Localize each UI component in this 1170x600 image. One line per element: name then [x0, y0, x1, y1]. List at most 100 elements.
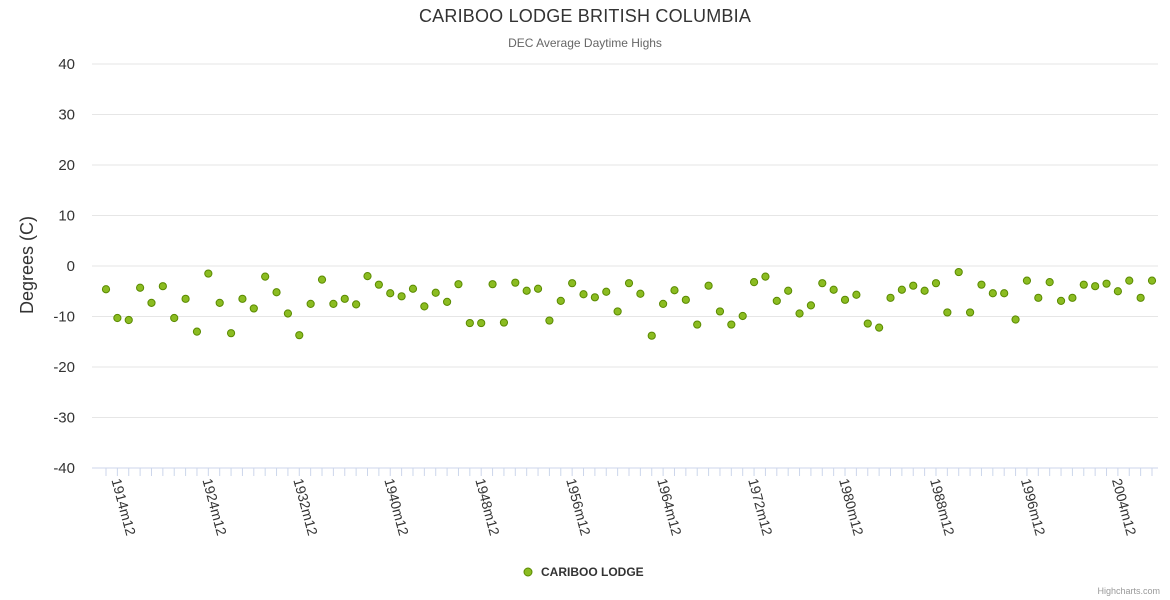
data-point[interactable] — [1091, 282, 1100, 291]
credits-link[interactable]: Highcharts.com — [1097, 586, 1160, 596]
data-point[interactable] — [772, 296, 781, 305]
data-point[interactable] — [113, 313, 122, 323]
data-point[interactable] — [363, 272, 372, 281]
data-point[interactable] — [886, 293, 895, 302]
data-point[interactable] — [624, 279, 634, 288]
data-point[interactable] — [1045, 278, 1054, 287]
data-point[interactable] — [329, 299, 338, 308]
data-point[interactable] — [283, 309, 293, 318]
data-point[interactable] — [454, 280, 463, 289]
data-point[interactable] — [909, 281, 918, 290]
data-point[interactable] — [124, 315, 133, 325]
data-point[interactable] — [1147, 276, 1157, 285]
data-point[interactable] — [920, 286, 929, 295]
data-point[interactable] — [988, 289, 997, 298]
data-point[interactable] — [488, 280, 497, 289]
data-point[interactable] — [340, 294, 349, 303]
data-point[interactable] — [738, 311, 747, 321]
data-point[interactable] — [1068, 293, 1077, 302]
legend[interactable]: CARIBOO LODGE — [523, 565, 644, 579]
data-point[interactable] — [1079, 280, 1088, 289]
data-point[interactable] — [511, 278, 520, 287]
data-point[interactable] — [670, 286, 679, 295]
data-point[interactable] — [852, 290, 861, 299]
data-point[interactable] — [295, 331, 304, 340]
data-point[interactable] — [192, 327, 202, 336]
data-point[interactable] — [215, 298, 224, 307]
data-point[interactable] — [704, 281, 713, 290]
data-point[interactable] — [272, 288, 281, 297]
data-point[interactable] — [943, 308, 952, 317]
data-point[interactable] — [249, 304, 258, 313]
data-point[interactable] — [1034, 293, 1043, 302]
data-point[interactable] — [875, 323, 884, 332]
data-point[interactable] — [761, 272, 770, 281]
data-point[interactable] — [784, 286, 793, 295]
data-point[interactable] — [204, 269, 213, 278]
data-point[interactable] — [977, 280, 986, 289]
data-point[interactable] — [829, 285, 838, 294]
data-point[interactable] — [386, 289, 395, 298]
data-point[interactable] — [431, 288, 440, 297]
legend-label[interactable]: CARIBOO LODGE — [541, 565, 644, 579]
data-point[interactable] — [420, 302, 429, 311]
data-point[interactable] — [727, 320, 736, 329]
data-point[interactable] — [101, 285, 111, 294]
data-point[interactable] — [659, 299, 668, 308]
data-point[interactable] — [795, 309, 804, 318]
data-point[interactable] — [374, 280, 383, 289]
data-point[interactable] — [181, 294, 190, 303]
data-point[interactable] — [170, 313, 179, 323]
data-point[interactable] — [306, 299, 315, 308]
data-point[interactable] — [226, 329, 236, 338]
data-point[interactable] — [806, 301, 816, 310]
data-point[interactable] — [568, 279, 577, 288]
data-point[interactable] — [477, 318, 486, 328]
data-point[interactable] — [1136, 293, 1145, 302]
data-points — [101, 267, 1157, 340]
data-point[interactable] — [317, 275, 327, 284]
data-point[interactable] — [1102, 279, 1111, 288]
data-point[interactable] — [1113, 287, 1122, 296]
data-point[interactable] — [590, 293, 599, 302]
x-tick-label: 1956m12 — [563, 477, 594, 538]
data-point[interactable] — [522, 286, 531, 295]
data-point[interactable] — [352, 300, 361, 309]
data-point[interactable] — [533, 284, 543, 293]
data-point[interactable] — [749, 278, 759, 287]
data-point[interactable] — [261, 272, 270, 281]
data-point[interactable] — [965, 308, 975, 317]
data-point[interactable] — [897, 285, 906, 294]
data-point[interactable] — [613, 307, 622, 316]
data-point[interactable] — [465, 318, 474, 328]
data-point[interactable] — [863, 319, 872, 328]
data-point[interactable] — [818, 279, 827, 288]
data-point[interactable] — [681, 295, 690, 304]
data-point[interactable] — [556, 296, 565, 305]
data-point[interactable] — [602, 287, 611, 296]
data-point[interactable] — [408, 284, 418, 293]
data-point[interactable] — [499, 318, 509, 327]
data-point[interactable] — [1011, 315, 1020, 324]
data-point[interactable] — [136, 283, 145, 292]
data-point[interactable] — [636, 289, 645, 298]
data-point[interactable] — [545, 316, 554, 325]
y-tick-label: -20 — [53, 359, 75, 376]
data-point[interactable] — [397, 292, 406, 301]
data-point[interactable] — [647, 331, 656, 340]
data-point[interactable] — [693, 320, 702, 329]
data-point[interactable] — [1000, 289, 1009, 298]
data-point[interactable] — [954, 267, 963, 277]
data-point[interactable] — [442, 297, 452, 306]
data-point[interactable] — [715, 307, 725, 316]
data-point[interactable] — [1125, 276, 1134, 285]
data-point[interactable] — [238, 294, 247, 303]
data-point[interactable] — [840, 295, 850, 304]
data-point[interactable] — [147, 298, 156, 307]
data-point[interactable] — [579, 290, 588, 299]
data-point[interactable] — [931, 279, 941, 288]
data-point[interactable] — [1022, 276, 1032, 285]
data-point[interactable] — [158, 282, 167, 291]
data-point[interactable] — [1056, 296, 1066, 305]
